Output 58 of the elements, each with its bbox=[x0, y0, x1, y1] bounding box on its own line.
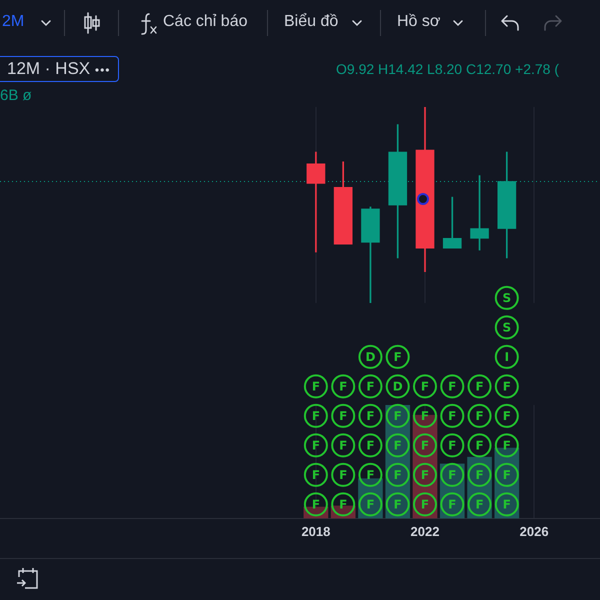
annotation: F bbox=[502, 498, 511, 512]
annotation: F bbox=[339, 468, 348, 482]
text: Các chỉ báo bbox=[163, 13, 248, 31]
annotation: F bbox=[420, 498, 430, 512]
annotation: F bbox=[448, 438, 456, 453]
text: F bbox=[312, 380, 320, 394]
annotation: F bbox=[475, 409, 484, 424]
text: 6B ø bbox=[0, 87, 32, 104]
annotation: S bbox=[502, 291, 512, 306]
annotation: F bbox=[366, 409, 375, 424]
annotation: F bbox=[448, 468, 456, 482]
annotation: F bbox=[366, 468, 375, 482]
annotation: F bbox=[475, 438, 484, 453]
annotation: F bbox=[339, 498, 348, 512]
annotation: F bbox=[394, 409, 402, 424]
text: F bbox=[394, 350, 402, 364]
annotation: F bbox=[394, 468, 402, 482]
text: D bbox=[365, 350, 376, 364]
annotation: F bbox=[502, 468, 511, 482]
annotation: F bbox=[502, 409, 511, 424]
annotation: F bbox=[366, 438, 375, 453]
annotation: F bbox=[312, 409, 320, 424]
text: 2M bbox=[2, 13, 24, 31]
bar bbox=[440, 464, 465, 518]
text: F bbox=[475, 380, 484, 394]
annotation: F bbox=[448, 498, 456, 512]
annotation: F bbox=[420, 409, 430, 424]
annotation: F bbox=[420, 438, 430, 453]
chart-title: 12M · HSX bbox=[7, 59, 90, 78]
annotation: F bbox=[312, 498, 320, 512]
chart-subtitle: O9.92 H14.42 L8.20 C12.70 +2.78 ( bbox=[336, 61, 559, 77]
text: F bbox=[502, 380, 511, 394]
text: F bbox=[339, 380, 348, 394]
annotation: F bbox=[339, 438, 348, 453]
x-tick-label: 2018 bbox=[301, 524, 330, 539]
x-tick-label: 2026 bbox=[520, 524, 549, 539]
annotation: F bbox=[502, 438, 511, 453]
bar bbox=[385, 405, 410, 518]
annotation: F bbox=[475, 468, 484, 482]
text: ••• bbox=[94, 63, 110, 77]
text: F bbox=[420, 380, 430, 394]
annotation: F bbox=[448, 409, 456, 424]
annotation: F bbox=[366, 498, 375, 512]
annotation: F bbox=[312, 438, 320, 453]
annotation: F bbox=[475, 498, 484, 512]
text: F bbox=[448, 380, 456, 394]
annotation: F bbox=[312, 468, 320, 482]
text: Biểu đồ bbox=[284, 13, 338, 31]
text: I bbox=[504, 350, 510, 364]
text: F bbox=[366, 380, 375, 394]
annotation: F bbox=[394, 438, 402, 453]
text: Hồ sơ bbox=[397, 13, 440, 31]
text: S bbox=[502, 320, 512, 335]
annotation: F bbox=[339, 409, 348, 424]
text: D bbox=[392, 380, 403, 394]
x-tick-label: 2022 bbox=[410, 524, 440, 539]
annotation: F bbox=[394, 498, 402, 512]
annotation: F bbox=[420, 468, 430, 482]
